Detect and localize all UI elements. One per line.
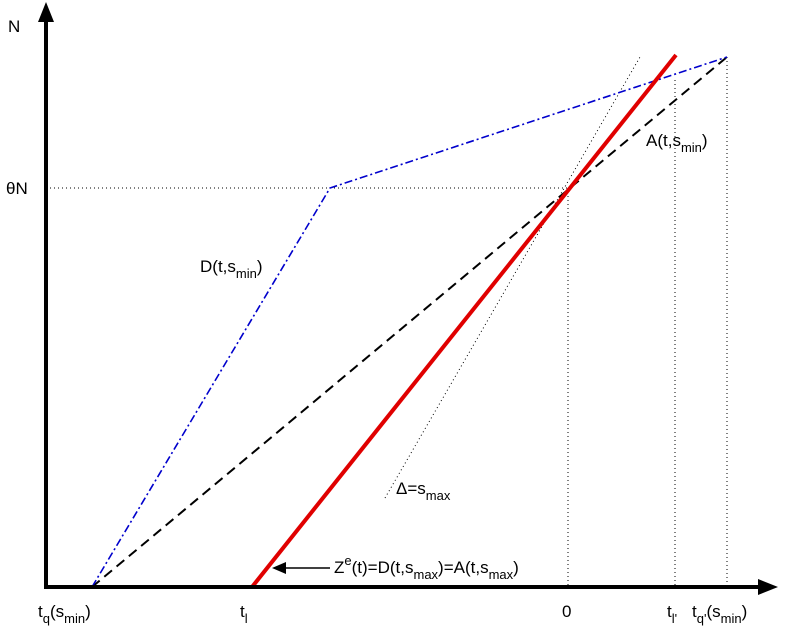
a-smin-label: A(t,smin) bbox=[646, 131, 708, 155]
a-smin-curve bbox=[91, 56, 728, 588]
ze-equation-label: Ze(t)=D(t,smax)=A(t,smax) bbox=[334, 553, 519, 582]
tick-tl-prime: tl' bbox=[667, 602, 677, 626]
tick-tl: tl bbox=[240, 602, 248, 626]
tick-zero: 0 bbox=[562, 602, 571, 621]
tick-tq-smin: tq(smin) bbox=[38, 602, 91, 626]
delta-label: Δ=smax bbox=[396, 479, 451, 503]
tick-tq-prime-smin: tq'(smin) bbox=[692, 602, 747, 626]
y-axis-label: N bbox=[8, 17, 20, 36]
ze-curve bbox=[250, 53, 678, 589]
x-axis-arrow-icon bbox=[758, 579, 778, 595]
d-smin-curve bbox=[91, 56, 728, 588]
d-smin-label: D(t,smin) bbox=[200, 257, 263, 281]
y-axis-arrow-icon bbox=[38, 2, 54, 22]
theta-n-label: θN bbox=[6, 179, 28, 198]
guide-lines bbox=[46, 56, 728, 587]
ze-pointer-arrow-icon bbox=[272, 562, 286, 574]
delta-guide bbox=[384, 56, 641, 499]
